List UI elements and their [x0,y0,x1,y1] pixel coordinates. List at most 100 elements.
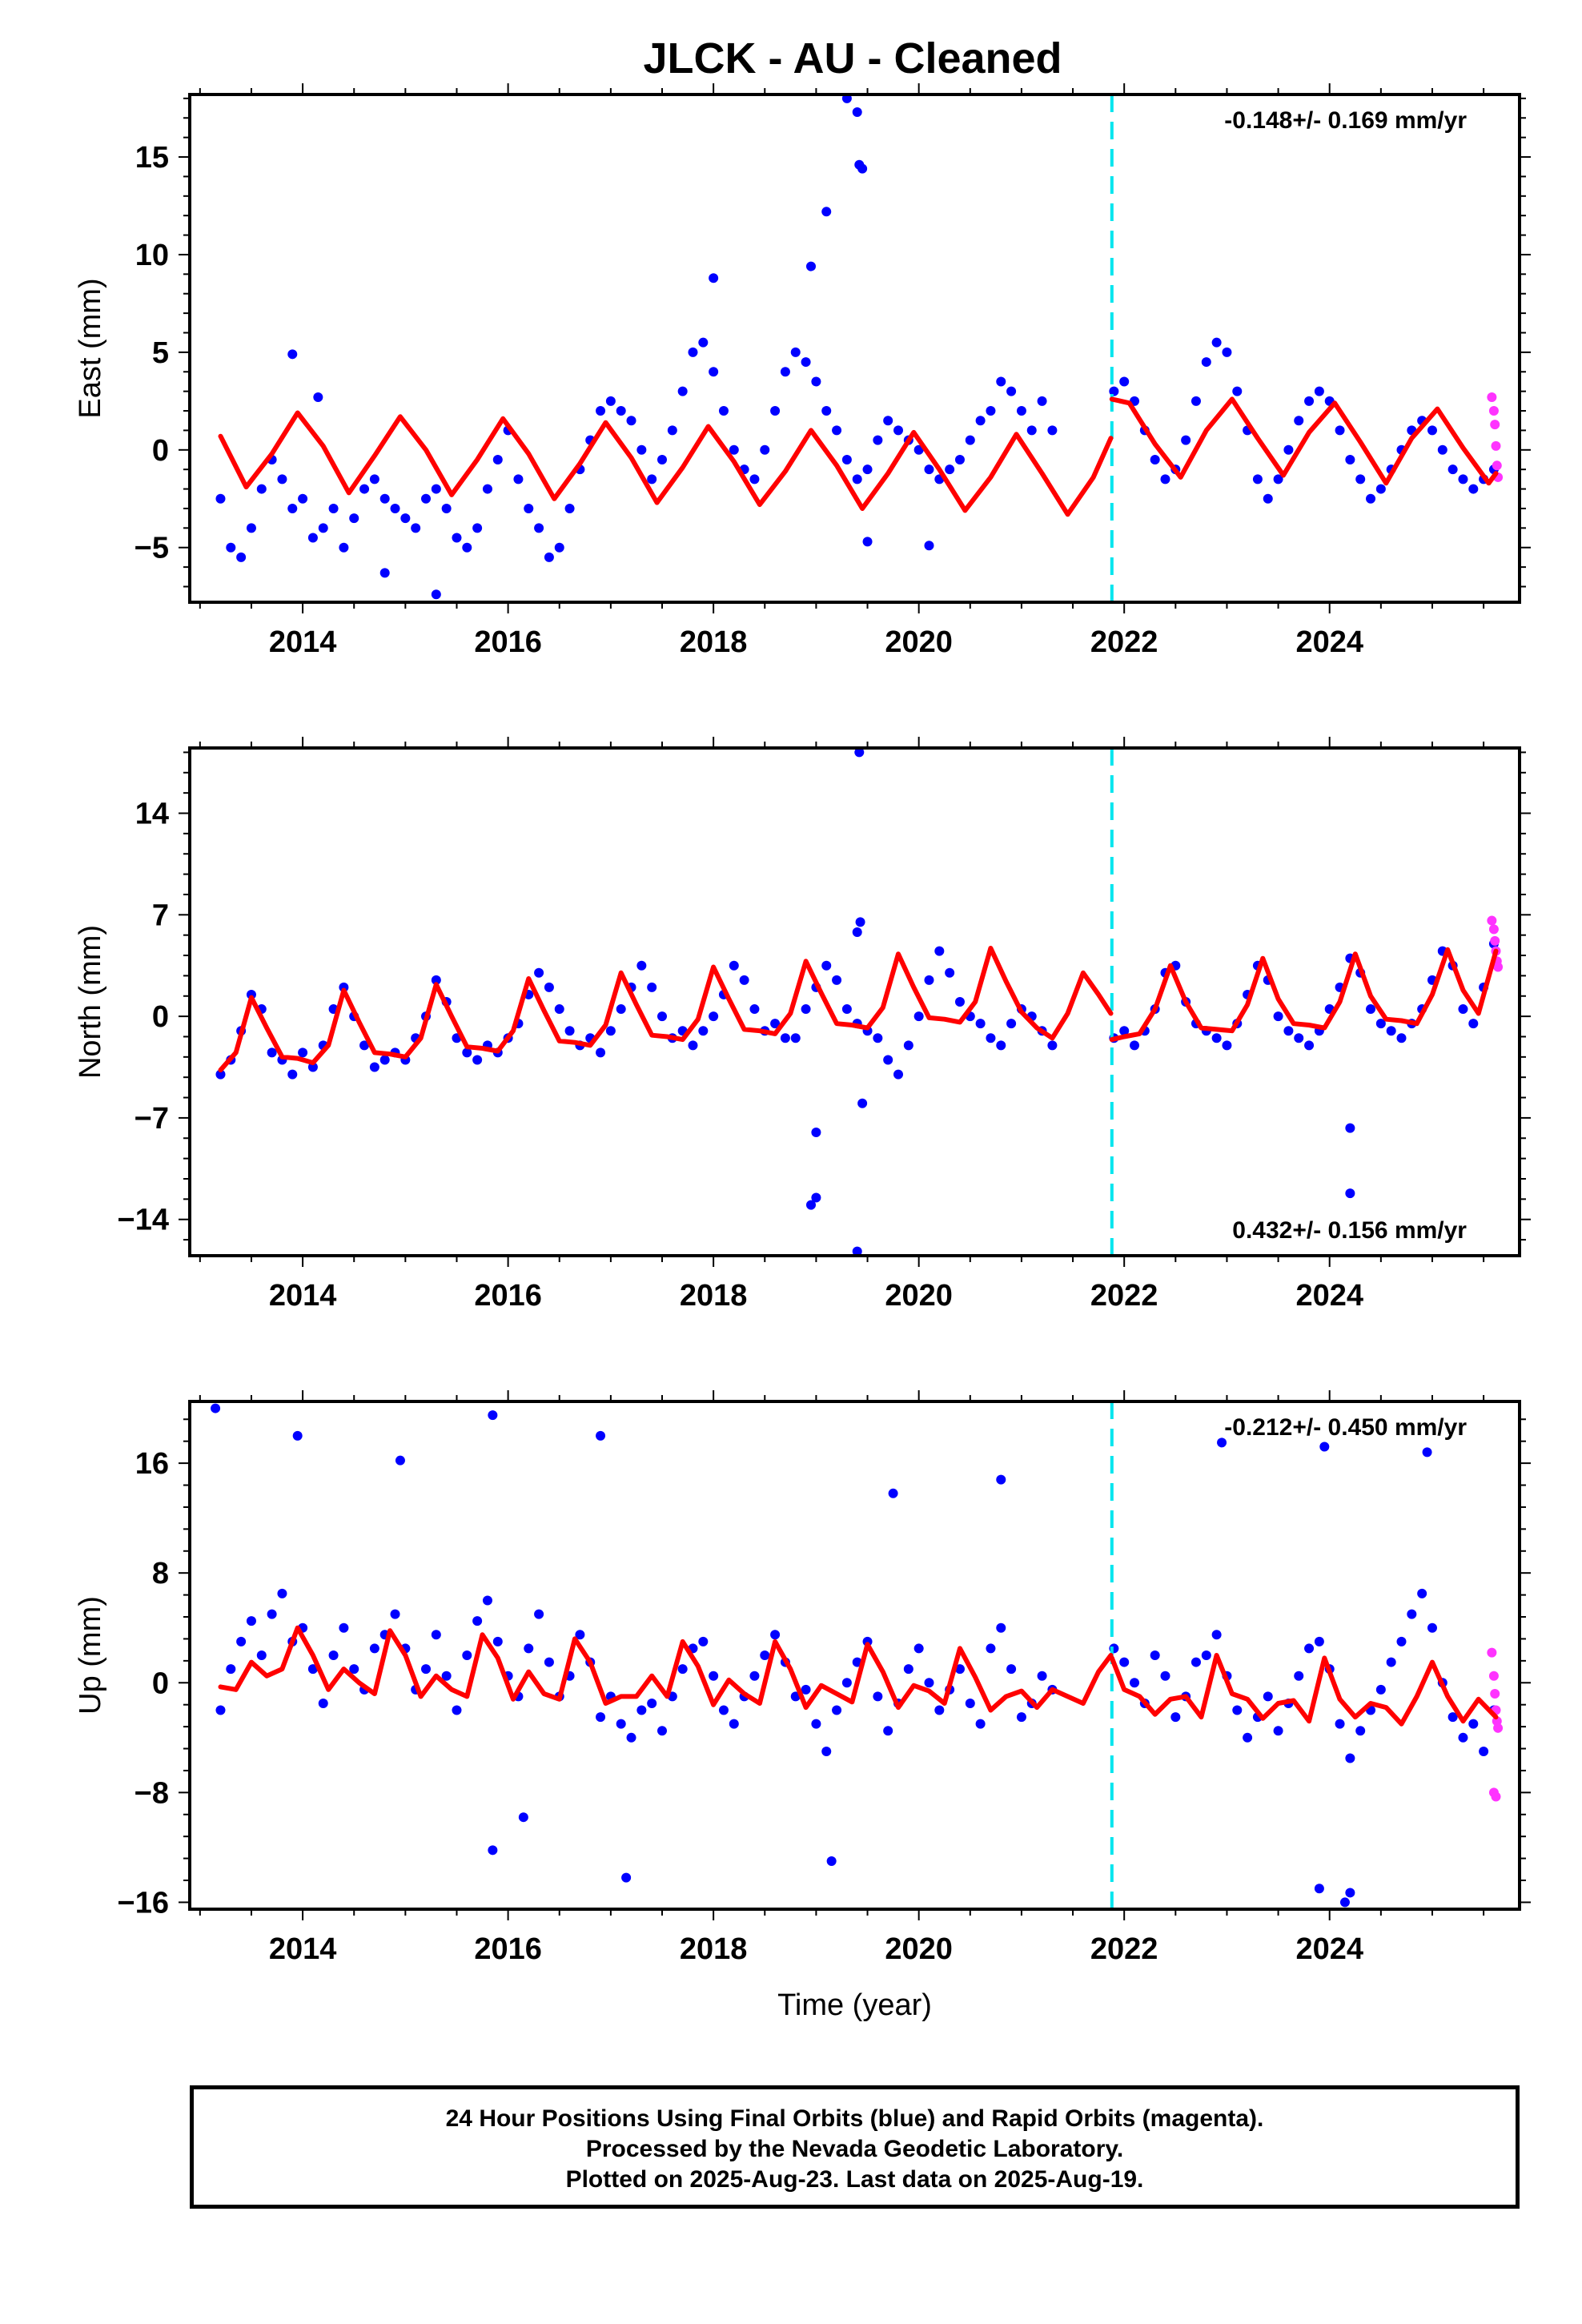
north-data-point [805,1200,816,1210]
up-data-point [657,1726,668,1736]
up-data-point [954,1664,965,1675]
north-x-tick-label: 2020 [885,1279,953,1313]
east-data-point [1006,386,1017,396]
north-y-tick-label: 7 [152,899,169,932]
up-y-tick-label: −8 [135,1776,169,1810]
north-data-point [462,1047,472,1058]
east-data-point [1211,337,1222,348]
east-data-point [287,503,298,513]
up-data-point [518,1812,528,1823]
east-data-point [277,474,287,485]
east-y-tick-label: 10 [135,239,169,272]
up-x-tick-label: 2020 [885,1932,953,1966]
east-data-point [841,454,852,464]
up-data-point [1407,1609,1417,1619]
east-data-point [1181,435,1191,445]
up-data-point [390,1609,400,1619]
east-data-point [1222,347,1232,357]
up-data-point [1345,1753,1355,1763]
east-data-point [945,464,955,475]
north-data-point [709,1011,719,1022]
up-data-point [729,1719,739,1729]
up-data-point [1339,1897,1350,1908]
up-data-point [1345,1888,1355,1898]
up-data-point [1319,1441,1330,1452]
up-series-outliers [211,1403,1432,1908]
east-data-point [1375,484,1386,494]
east-data-point [986,406,996,416]
east-data-point [1026,425,1037,436]
up-data-point [488,1845,498,1856]
up-data-point [1375,1684,1386,1695]
east-rate-annotation: -0.148+/- 0.169 mm/yr [1224,107,1467,134]
east-plot-area [215,94,1504,602]
east-data-point [1468,484,1479,494]
north-data-point [749,1004,760,1015]
up-data-point [1006,1664,1017,1675]
east-data-point [790,347,801,357]
north-data-point [657,1011,668,1022]
east-data-point [215,493,226,504]
up-data-point [1191,1657,1201,1667]
east-data-point [832,425,842,436]
up-series-rapid-orbits [1487,1647,1504,1802]
east-data-point [913,444,924,455]
east-data-point [482,484,492,494]
up-data-point [996,1622,1006,1633]
up-data-point [903,1664,913,1675]
east-data-point [857,163,868,174]
east-data-point [821,406,832,416]
up-data-point [339,1622,349,1633]
up-y-tick-label: 0 [152,1667,169,1700]
up-data-point [1217,1437,1227,1448]
up-data-point [1396,1636,1407,1647]
up-model-curve-segment [1109,1653,1499,1727]
up-data-point [986,1643,996,1654]
east-data-point [369,474,379,485]
up-data-point [277,1588,287,1598]
east-data-point [1437,444,1447,455]
north-data-point [855,917,865,927]
north-data-point [616,1004,626,1015]
east-data-point [965,435,975,445]
north-data-point [1294,1033,1304,1043]
east-data-point [246,523,256,533]
north-model-curve-segment [1109,947,1499,1043]
north-data-point [852,1246,862,1256]
east-data-point [431,589,441,600]
up-data-point [441,1671,452,1681]
east-data-point [421,493,432,504]
east-series-final-orbits [215,337,1499,562]
east-data-point [564,503,575,513]
east-panel: 2014 2016 2018 2020 2022 2024 −5 0 5 10 15 East (mm… [74,83,1531,659]
up-data-point [534,1609,544,1619]
north-data-point [1211,1033,1222,1043]
north-y-tick-label: −14 [118,1204,169,1237]
chart-title: JLCK - AU - Cleaned [643,34,1062,82]
north-series-outliers [805,748,1355,1256]
east-data-point [534,523,544,533]
up-data-point [1037,1671,1047,1681]
east-data-point [318,523,328,533]
north-data-point [1468,1019,1479,1029]
east-data-point [883,416,893,426]
up-data-point [1273,1726,1283,1736]
east-data-point [236,552,247,562]
up-data-point [1263,1691,1273,1702]
up-data-point [636,1705,647,1715]
up-data-point [524,1643,534,1654]
up-data-point [1201,1651,1211,1660]
up-data-point [211,1403,221,1413]
east-data-point [1458,474,1468,485]
east-data-point [226,542,236,553]
up-x-tick-label: 2024 [1295,1932,1363,1966]
east-data-point [852,107,862,117]
north-data-point [729,960,739,971]
up-plot-frame [188,1400,1521,1911]
east-data-point [1150,454,1160,464]
east-data-point [1335,425,1345,436]
up-data-point [215,1705,226,1715]
north-data-point [267,1047,277,1058]
north-data-point [1222,1040,1232,1051]
east-data-point [1191,396,1201,406]
